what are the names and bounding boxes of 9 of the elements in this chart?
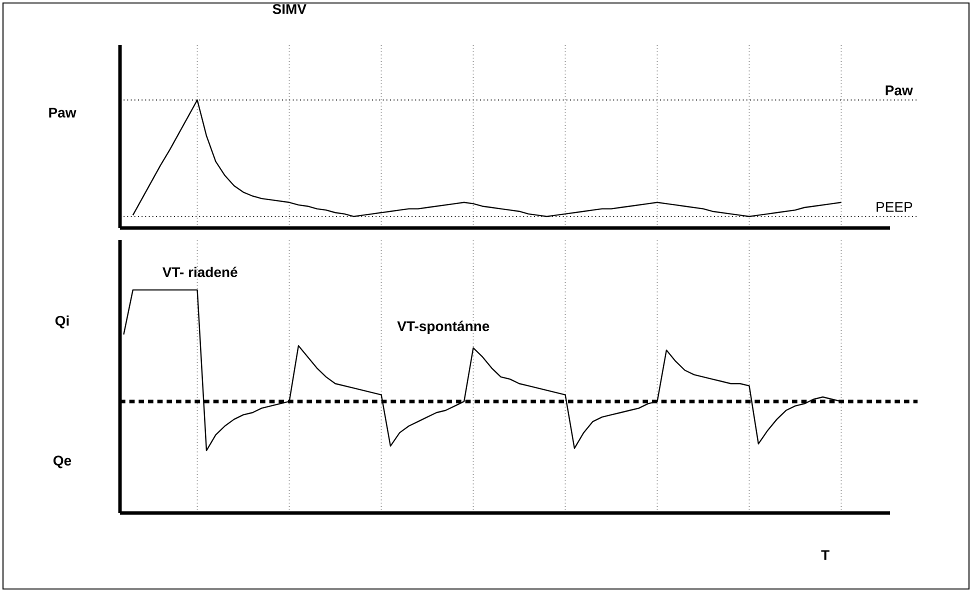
ref-line-label: Paw [886,86,913,96]
text: VT- riadené [162,266,238,278]
text: Qe [53,456,72,468]
chart-title: SIMV [272,4,306,14]
y-axis-title: Paw [49,108,76,118]
text: Qi [55,315,69,328]
x-axis-title: T [821,550,830,560]
ref-line-label: PEEP [876,202,912,212]
annotation: VT-spontánne [397,320,490,334]
